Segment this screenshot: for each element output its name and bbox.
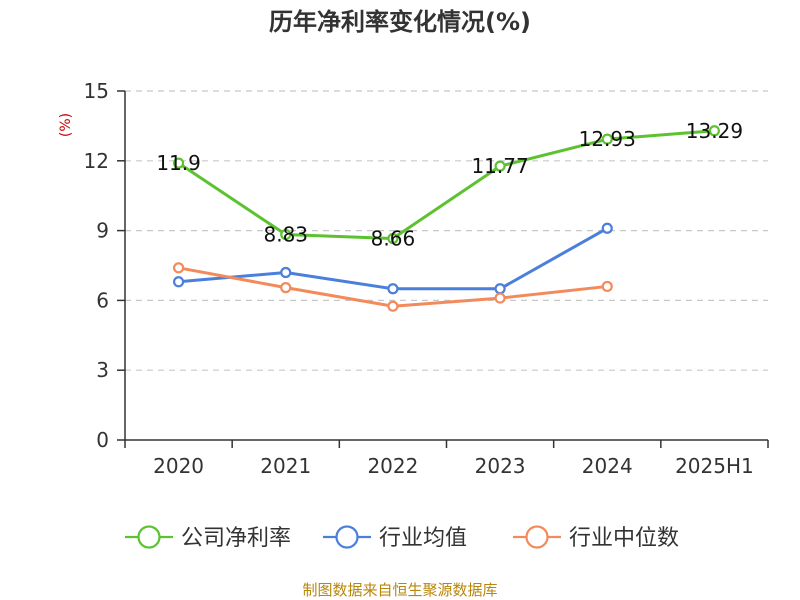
legend: 公司净利率 行业均值 行业中位数 (125, 525, 679, 551)
series-point-公司净利率-2023 (494, 160, 506, 172)
legend-marker-公司净利率 (137, 525, 161, 549)
legend-label-行业均值: 行业均值 (379, 526, 467, 551)
series-point-行业均值-2021 (280, 266, 292, 279)
data-label-2025H1: 13.29 (686, 119, 743, 143)
series-point-行业均值-2020 (172, 276, 185, 288)
series-lines (172, 125, 721, 312)
series-point-行业均值-2023 (494, 283, 506, 295)
data-label-2024: 12.93 (579, 127, 636, 151)
series-line-公司净利率 (177, 129, 716, 241)
y-tick-label-6: 6 (96, 288, 109, 312)
series-point-公司净利率-2022 (387, 232, 399, 245)
data-label-2023: 11.77 (471, 154, 528, 178)
series-point-行业中位数-2022 (387, 300, 399, 312)
y-axis-label: (%) (58, 113, 74, 137)
series-point-公司净利率-2025H1 (708, 125, 721, 137)
grid-lines (125, 90, 768, 371)
data-label-2020: 11.9 (156, 151, 201, 175)
series-point-行业中位数-2024 (601, 280, 613, 293)
data-label-2022: 8.66 (371, 227, 416, 251)
series-point-公司净利率-2021 (280, 228, 292, 241)
series-point-行业均值-2024 (601, 222, 613, 234)
legend-marker-行业中位数 (525, 525, 549, 549)
legend-marker-行业均值 (335, 525, 359, 549)
chart-title: 历年净利率变化情况(%) (269, 8, 531, 36)
legend-label-行业中位数: 行业中位数 (569, 526, 679, 551)
y-tick-label-3: 3 (96, 358, 109, 382)
data-label-2021: 8.83 (263, 223, 308, 247)
series-point-公司净利率-2024 (601, 133, 613, 145)
series-point-公司净利率-2020 (172, 157, 185, 169)
y-tick-label-0: 0 (96, 428, 109, 452)
series-point-行业中位数-2021 (280, 282, 292, 294)
data-labels: 11.9 8.83 8.66 11.77 12.93 13.29 (156, 119, 743, 251)
x-tick-label-2023: 2023 (475, 454, 526, 478)
source-footnote: 制图数据来自恒生聚源数据库 (302, 581, 497, 599)
series-point-行业中位数-2023 (494, 292, 506, 304)
x-tick-label-2025H1: 2025H1 (675, 454, 754, 478)
y-tick-label-12: 12 (84, 149, 109, 173)
y-tick-label-15: 15 (84, 79, 109, 103)
y-tick-label-9: 9 (96, 219, 109, 243)
series-point-行业中位数-2020 (172, 262, 185, 274)
x-tick-label-2022: 2022 (367, 454, 418, 478)
legend-label-公司净利率: 公司净利率 (181, 526, 291, 551)
axes: 0 3 6 9 12 15 2020 2021 2022 2023 2024 2025H1 (84, 79, 769, 478)
series-point-行业均值-2022 (387, 283, 399, 295)
x-tick-label-2021: 2021 (260, 454, 311, 478)
x-tick-label-2024: 2024 (582, 454, 633, 478)
x-tick-label-2020: 2020 (153, 454, 204, 478)
